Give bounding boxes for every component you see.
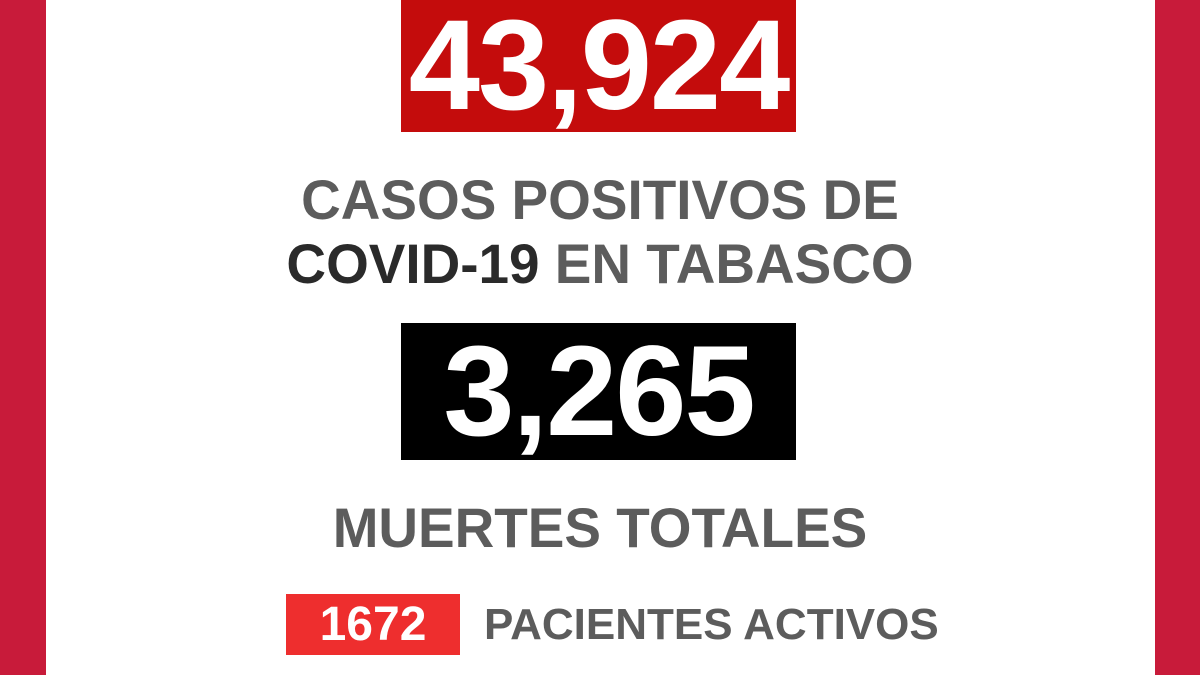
active-count: 1672 xyxy=(319,598,427,651)
active-box: 1672 xyxy=(286,594,460,655)
deaths-label: MUERTES TOTALES xyxy=(332,496,868,559)
headline-region: EN TABASCO xyxy=(539,232,914,295)
left-red-border xyxy=(0,0,46,675)
cases-count: 43,924 xyxy=(408,0,790,137)
active-label: PACIENTES ACTIVOS xyxy=(484,600,939,649)
deaths-count: 3,265 xyxy=(443,319,755,463)
right-red-border xyxy=(1155,0,1200,675)
deaths-box: 3,265 xyxy=(401,323,796,460)
cases-box: 43,924 xyxy=(401,0,796,132)
headline-line-2: COVID-19 EN TABASCO xyxy=(12,236,1188,292)
headline-covid: COVID-19 xyxy=(286,232,540,295)
headline-line-1: CASOS POSITIVOS DE xyxy=(301,168,899,231)
